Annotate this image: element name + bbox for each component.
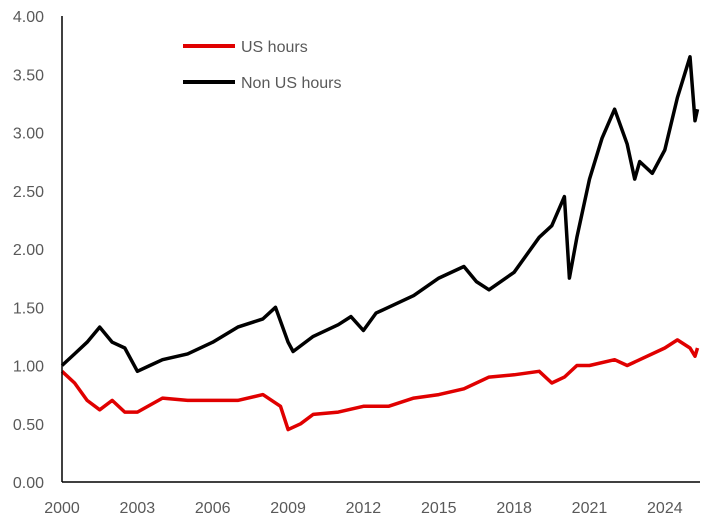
y-tick-label: 0.50	[13, 417, 44, 434]
x-tick-label: 2018	[496, 500, 532, 517]
x-tick-label: 2009	[270, 500, 306, 517]
y-tick-label: 1.00	[13, 359, 44, 376]
y-tick-label: 4.00	[13, 9, 44, 26]
y-axis-ticks: 0.00 0.50 1.00 1.50 2.00 2.50 3.00 3.50 4.00	[13, 9, 44, 492]
y-tick-label: 2.00	[13, 242, 44, 259]
y-tick-label: 0.00	[13, 475, 44, 492]
y-tick-label: 2.50	[13, 184, 44, 201]
series-line-non-us-hours	[60, 55, 700, 374]
y-tick-label: 3.00	[13, 126, 44, 143]
x-tick-label: 2000	[44, 500, 80, 517]
legend-label-us-hours: US hours	[241, 39, 308, 56]
series-lines	[60, 55, 700, 432]
legend: US hours Non US hours	[183, 39, 342, 92]
x-tick-label: 2015	[421, 500, 457, 517]
x-tick-label: 2006	[195, 500, 231, 517]
legend-label-non-us-hours: Non US hours	[241, 75, 342, 92]
x-tick-label: 2024	[647, 500, 683, 517]
y-tick-label: 3.50	[13, 67, 44, 84]
x-tick-label: 2012	[346, 500, 382, 517]
series-line-us-hours	[60, 338, 700, 432]
x-tick-label: 2021	[572, 500, 608, 517]
y-tick-label: 1.50	[13, 300, 44, 317]
x-axis-ticks: 2000 2003 2006 2009 2012 2015 2018 2021 2024	[44, 500, 683, 517]
x-tick-label: 2003	[120, 500, 156, 517]
